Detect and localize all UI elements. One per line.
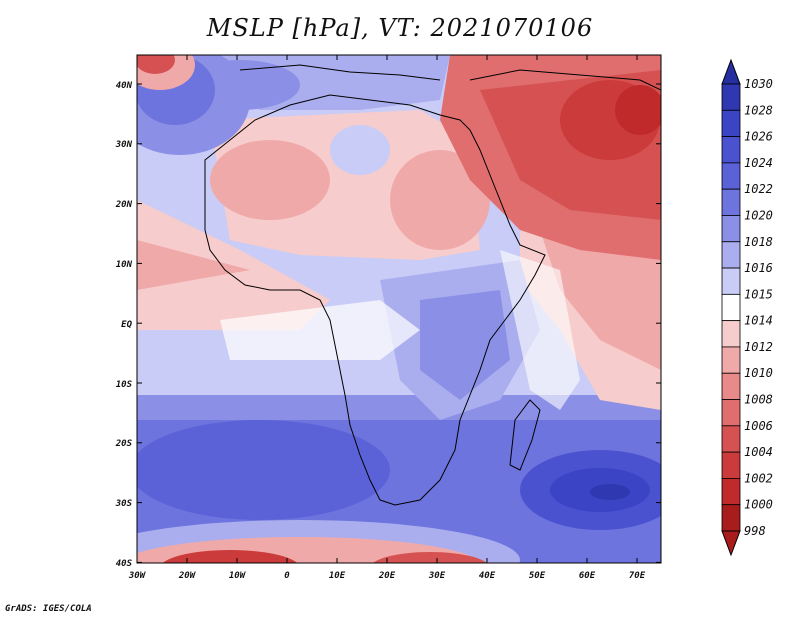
colorbar-label: 1002 [744, 471, 773, 485]
colorbar-bottom-arrow [721, 530, 741, 557]
colorbar-label: 1010 [744, 366, 773, 380]
colorbar-top-arrow [721, 58, 741, 85]
y-tick-label: EQ [121, 320, 132, 330]
footer-credit: GrADS: IGES/COLA [5, 604, 92, 614]
colorbar-label: 1008 [744, 393, 773, 407]
x-tick-label: 20W [178, 571, 197, 581]
x-tick-label: 50E [529, 571, 546, 581]
colorbar-label: 1015 [744, 287, 773, 301]
colorbar-cell [721, 399, 741, 427]
y-tick-label: 20N [115, 200, 133, 210]
y-tick-label: 40S [116, 559, 133, 569]
coastlines [204, 64, 661, 506]
colorbar-label: 998 [744, 524, 766, 538]
map-frame [136, 54, 662, 564]
x-tick-label: 10E [329, 571, 346, 581]
y-tick-label: 30N [115, 140, 133, 150]
colorbar-cell [721, 267, 741, 295]
colorbar-cell [721, 504, 741, 532]
colorbar-cell [721, 372, 741, 400]
x-tick-label: 10W [229, 571, 247, 581]
colorbar-label: 1000 [744, 498, 773, 512]
colorbar-cell [721, 425, 741, 453]
colorbar-cell [721, 109, 741, 137]
colorbar-cell [721, 320, 741, 348]
colorbar-cell [721, 478, 741, 506]
x-tick-label: 60E [579, 571, 596, 581]
colorbar-cell [721, 136, 741, 164]
colorbar-label: 1024 [744, 156, 773, 170]
colorbar-label: 1014 [744, 314, 773, 328]
y-axis: 40N 30N 20N 10N EQ 10S 20S 30S 40S [115, 81, 133, 569]
colorbar-label: 1012 [744, 340, 773, 354]
map-title: MSLP [hPa], VT: 2021070106 [206, 14, 594, 42]
colorbar-cell [721, 188, 741, 216]
colorbar-cell [721, 346, 741, 374]
colorbar-label: 1018 [744, 235, 773, 249]
pressure-field [137, 55, 661, 563]
y-tick-label: 10N [116, 260, 133, 270]
colorbar-cell [721, 162, 741, 190]
colorbar-label: 1028 [744, 103, 773, 117]
x-tick-label: 20E [378, 571, 396, 581]
y-tick-label: 40N [116, 81, 133, 91]
x-tick-label: 70E [629, 571, 646, 581]
colorbar-cell [721, 83, 741, 111]
colorbar-cell [721, 241, 741, 269]
colorbar-label: 1004 [744, 445, 773, 459]
x-tick-label: 30E [428, 571, 446, 581]
colorbar-label: 1006 [744, 419, 773, 433]
colorbar-label: 1030 [744, 77, 773, 91]
y-tick-label: 20S [115, 439, 133, 449]
y-tick-label: 30S [115, 499, 133, 509]
colorbar-cell [721, 451, 741, 479]
x-tick-label: 0 [284, 571, 290, 581]
x-tick-label: 30W [128, 571, 147, 581]
colorbar-label: 1026 [744, 130, 773, 144]
x-tick-label: 40E [479, 571, 496, 581]
colorbar-cell [721, 215, 741, 243]
colorbar-label: 1022 [744, 182, 773, 196]
colorbar-label: 1016 [744, 261, 773, 275]
colorbar-cell [721, 293, 741, 322]
y-tick-label: 10S [116, 380, 133, 390]
colorbar-label: 1020 [744, 208, 773, 222]
x-axis: 30W 20W 10W 0 10E 20E 30E 40E 50E 60E 70… [128, 571, 646, 581]
